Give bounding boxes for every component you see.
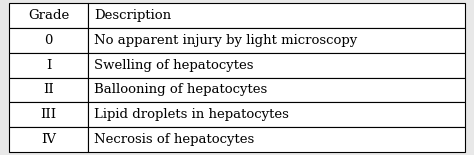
Text: Ballooning of hepatocytes: Ballooning of hepatocytes <box>94 83 267 96</box>
Bar <box>9 3 89 28</box>
Text: No apparent injury by light microscopy: No apparent injury by light microscopy <box>94 34 357 47</box>
Bar <box>9 78 89 102</box>
Text: Lipid droplets in hepatocytes: Lipid droplets in hepatocytes <box>94 108 289 121</box>
Text: III: III <box>40 108 56 121</box>
Bar <box>89 127 465 152</box>
Bar <box>89 3 465 28</box>
Text: Swelling of hepatocytes: Swelling of hepatocytes <box>94 59 254 72</box>
Bar <box>9 102 89 127</box>
Bar <box>89 102 465 127</box>
Bar <box>9 53 89 78</box>
Bar <box>9 28 89 53</box>
Text: Description: Description <box>94 9 171 22</box>
Bar <box>9 127 89 152</box>
Bar <box>89 53 465 78</box>
Text: I: I <box>46 59 51 72</box>
Text: Necrosis of hepatocytes: Necrosis of hepatocytes <box>94 133 255 146</box>
Text: II: II <box>43 83 54 96</box>
Bar <box>89 78 465 102</box>
Bar <box>89 28 465 53</box>
Text: 0: 0 <box>45 34 53 47</box>
Text: Grade: Grade <box>28 9 69 22</box>
Text: IV: IV <box>41 133 56 146</box>
